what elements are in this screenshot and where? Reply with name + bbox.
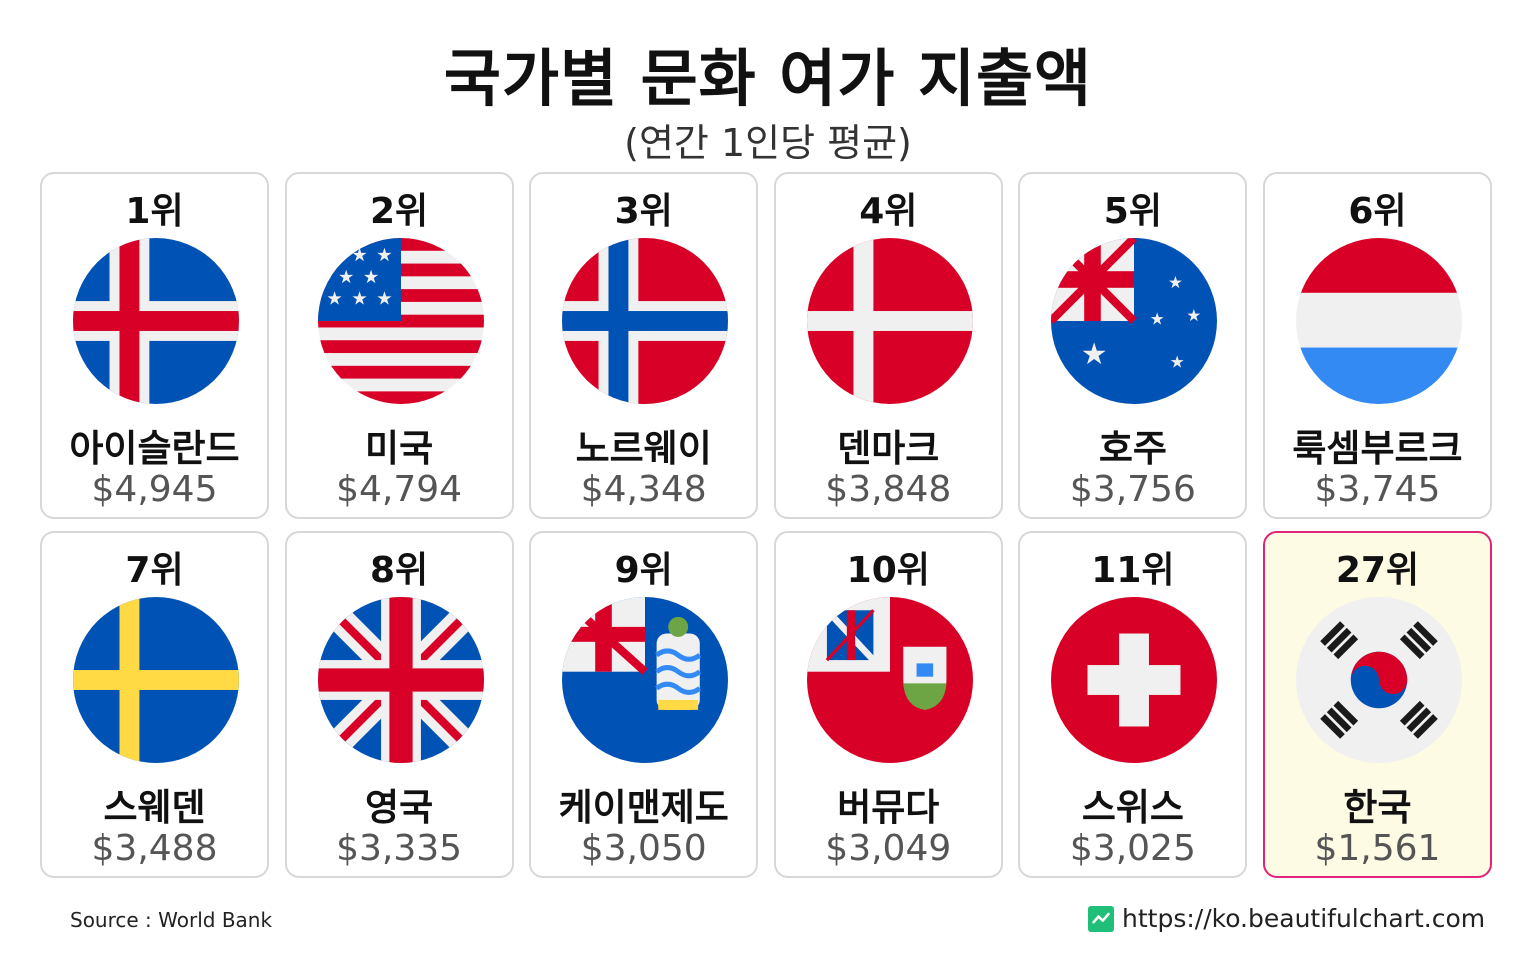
rank-label: 7위	[125, 550, 184, 591]
spending-value: $3,049	[825, 828, 952, 869]
luxembourg-flag-icon	[1295, 238, 1462, 404]
svg-text:★: ★	[338, 267, 354, 288]
chart-subtitle: (연간 1인당 평균)	[624, 121, 912, 165]
rank-label: 9위	[614, 550, 673, 591]
switzerland-flag-icon	[1051, 597, 1218, 763]
chart-logo-icon	[1088, 905, 1114, 932]
rank-label: 2위	[370, 191, 429, 232]
rank-label: 6위	[1348, 191, 1407, 232]
rank-label: 4위	[859, 191, 918, 232]
rank-label: 10위	[846, 550, 930, 591]
rank-label: 1위	[125, 191, 184, 232]
svg-text:★: ★	[351, 288, 367, 309]
svg-text:★: ★	[326, 288, 342, 309]
svg-text:★: ★	[1168, 273, 1183, 292]
usa-flag-icon: ★ ★ ★ ★ ★ ★ ★ ★	[317, 238, 484, 404]
country-name: 스웨덴	[103, 786, 206, 829]
country-name: 룩셈부르크	[1292, 427, 1463, 470]
country-name: 덴마크	[837, 427, 940, 470]
denmark-flag-icon	[806, 238, 973, 404]
spending-value: $4,794	[336, 469, 463, 510]
spending-value: $3,488	[91, 828, 218, 869]
ranking-grid: 1위 아이슬란드 $4,945 2위 ★ ★ ★ ★ ★ ★ ★ ★ 미국 $4,794 3위 노르웨이 $…	[40, 172, 1492, 878]
norway-flag-icon	[562, 238, 729, 404]
country-name: 버뮤다	[837, 786, 940, 829]
rank-label: 27위	[1335, 550, 1420, 591]
country-name: 한국	[1343, 786, 1412, 829]
spending-value: $3,745	[1314, 469, 1441, 510]
rank-label: 3위	[614, 191, 673, 232]
rank-label: 5위	[1103, 191, 1162, 232]
country-name: 노르웨이	[575, 427, 712, 470]
rank-label: 8위	[370, 550, 429, 591]
spending-value: $3,848	[825, 469, 952, 510]
uk-flag-icon	[317, 597, 484, 763]
svg-text:★: ★	[376, 288, 392, 309]
iceland-flag-icon	[73, 238, 239, 404]
svg-text:★: ★	[363, 267, 379, 288]
svg-text:★: ★	[1150, 309, 1165, 328]
website-link[interactable]: https://ko.beautifulchart.com	[1088, 904, 1485, 933]
sweden-flag-icon	[73, 597, 239, 763]
svg-text:★: ★	[1187, 306, 1202, 325]
country-name: 호주	[1098, 427, 1167, 470]
country-name: 스위스	[1081, 786, 1184, 829]
spending-value: $4,945	[91, 469, 218, 510]
rank-label: 11위	[1091, 550, 1175, 591]
svg-text:★: ★	[1170, 352, 1185, 371]
svg-text:★: ★	[326, 245, 342, 266]
country-name: 미국	[365, 427, 434, 470]
spending-value: $4,348	[580, 469, 707, 510]
country-name: 영국	[365, 786, 434, 829]
svg-text:★: ★	[351, 245, 367, 266]
spending-value: $3,335	[336, 828, 463, 869]
website-url[interactable]: https://ko.beautifulchart.com	[1122, 904, 1486, 933]
spending-value: $3,025	[1069, 828, 1196, 869]
source-note: Source : World Bank	[70, 908, 273, 932]
spending-value: $3,756	[1069, 469, 1196, 510]
svg-text:★: ★	[1081, 337, 1108, 372]
australia-flag-icon: ★ ★ ★ ★ ★	[1051, 238, 1218, 404]
bermuda-flag-icon	[806, 597, 973, 763]
spending-value: $3,050	[580, 828, 707, 869]
rank-card: 5위 ★ ★ ★ ★ ★ 호주 $3,756	[1018, 172, 1248, 519]
chart-title: 국가별 문화 여가 지출액	[443, 42, 1093, 115]
spending-value: $1,561	[1314, 828, 1441, 869]
cayman-islands-flag-icon	[562, 597, 729, 763]
rank-card: 2위 ★ ★ ★ ★ ★ ★ ★ ★ 미국 $4,794	[284, 172, 514, 519]
country-name: 케이맨제도	[558, 786, 729, 829]
country-name: 아이슬란드	[69, 427, 240, 470]
svg-text:★: ★	[376, 245, 392, 266]
south-korea-flag-icon	[1295, 597, 1462, 763]
